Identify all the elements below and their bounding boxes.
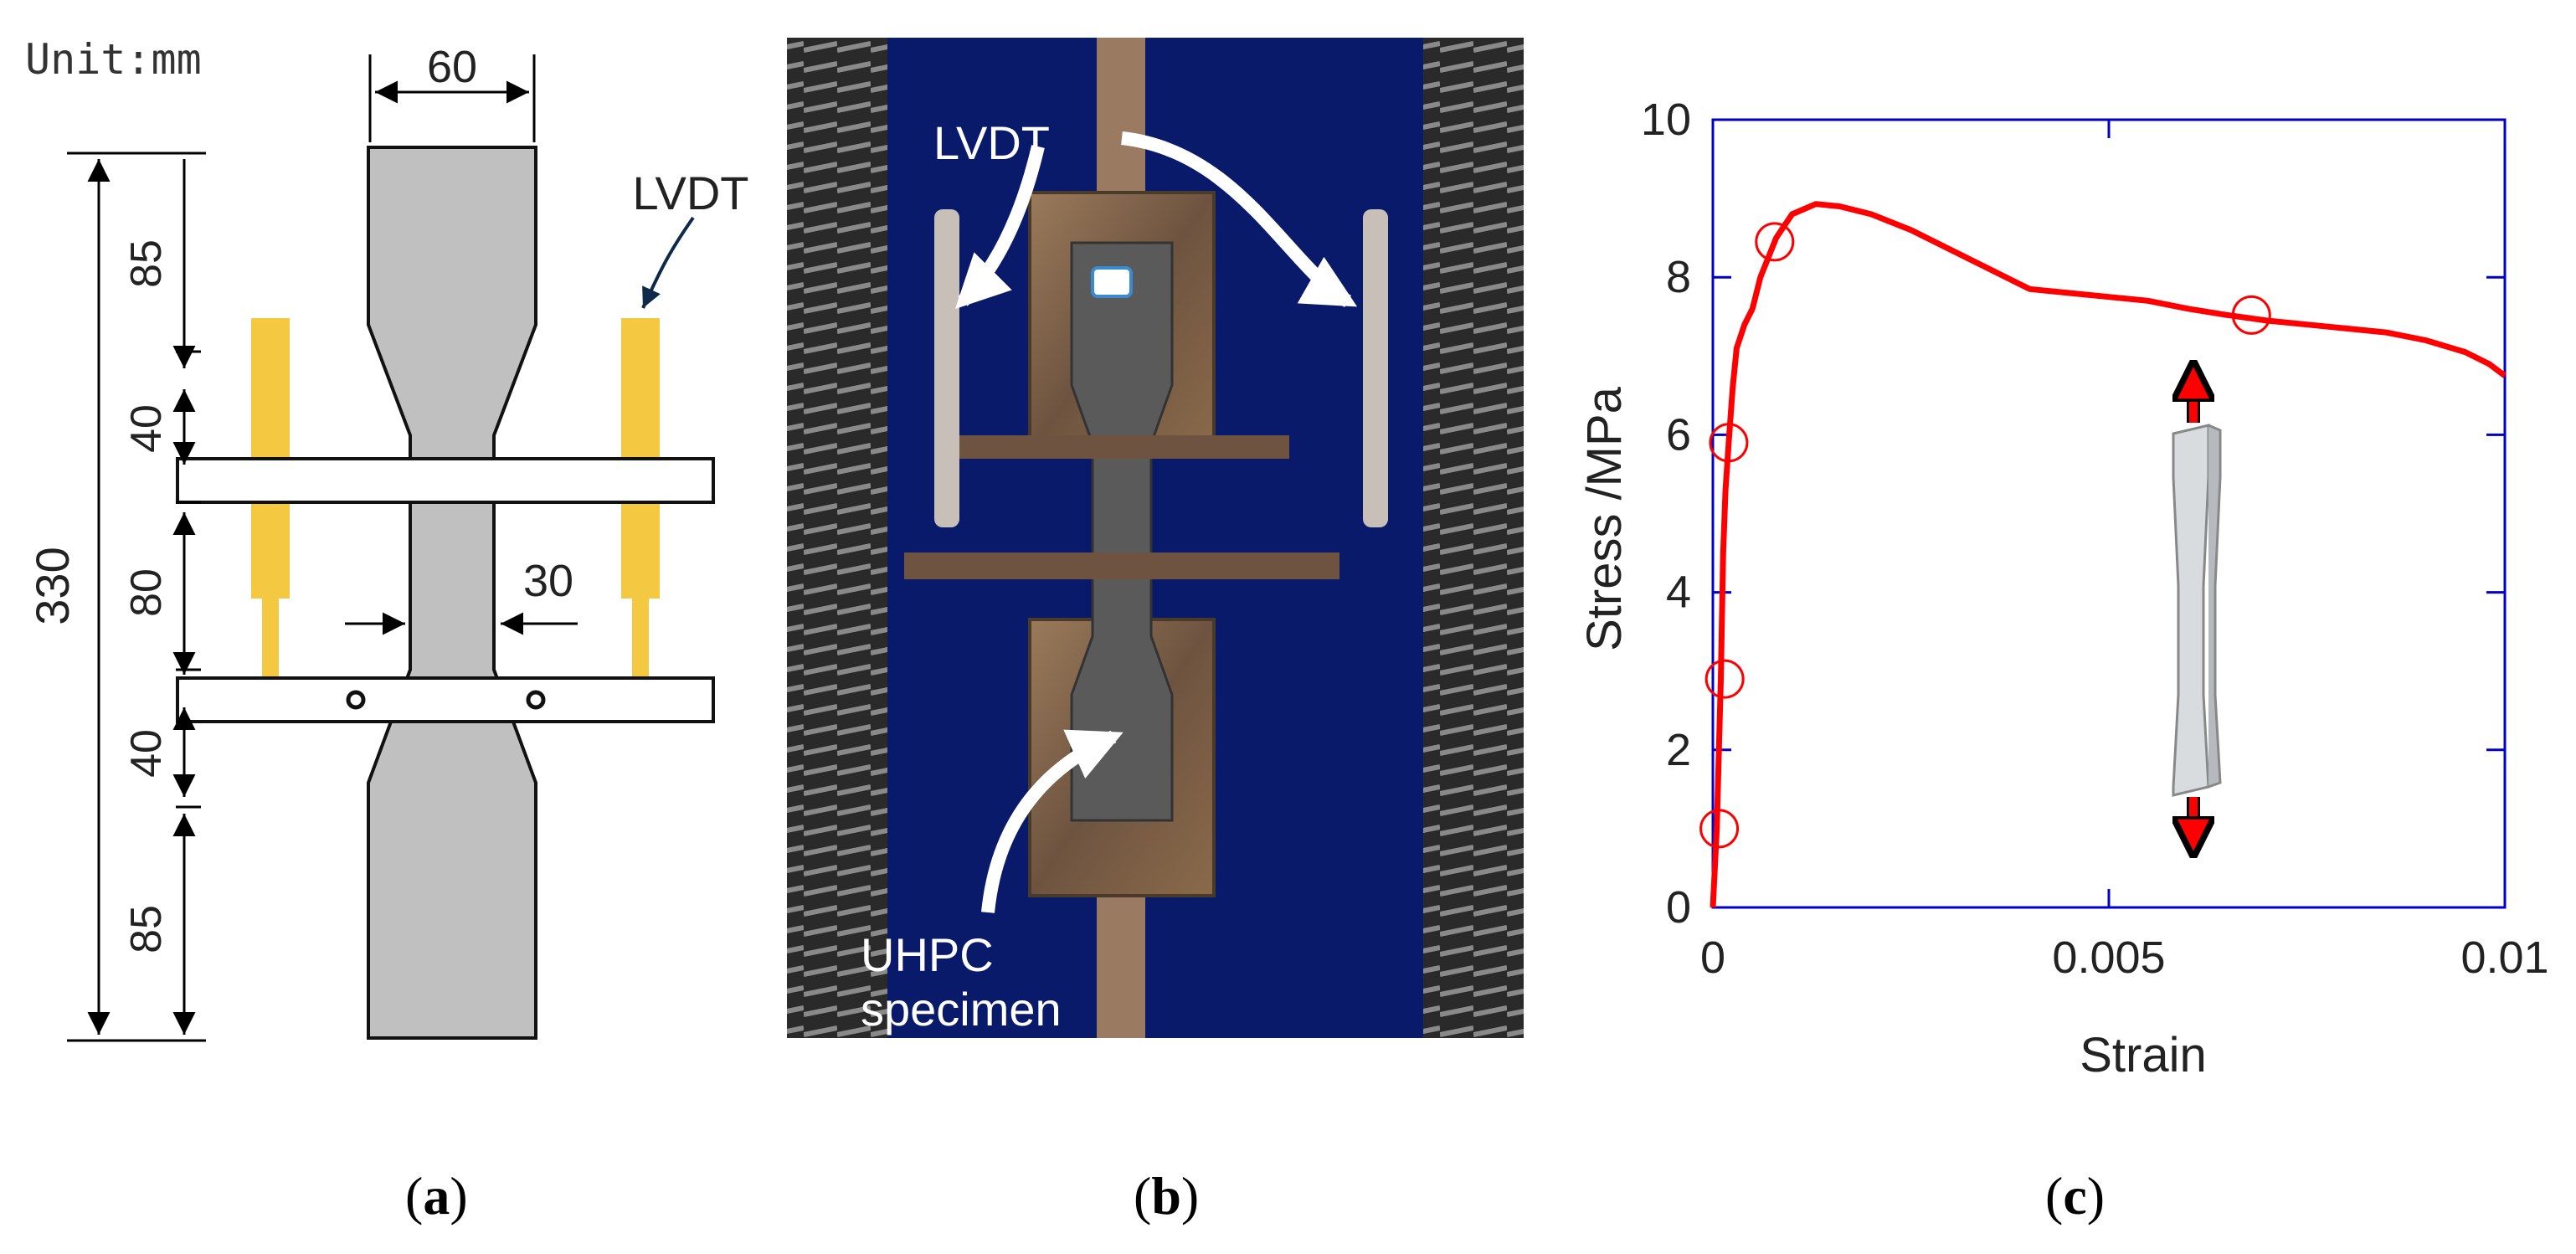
data-point-marker [1709, 423, 1749, 463]
caption-b: (b) [1134, 1166, 1200, 1226]
specimen-tag [1091, 266, 1133, 298]
caption-c: (c) [2045, 1166, 2106, 1226]
clamp-bar-upper-photo [954, 435, 1289, 459]
stress-strain-chart: 0 2 4 6 8 10 0 0.005 0.01 Strain Stress /MPa [1577, 95, 2549, 1082]
dogbone-specimen [367, 146, 537, 1040]
lvdt-arrow-left [954, 145, 1045, 310]
y-tick-label: 4 [1666, 568, 1691, 618]
clamp-bar-bottom [176, 676, 715, 723]
x-tick-label: 0.005 [2052, 933, 2165, 983]
dim-85-top-text: 85 [122, 239, 171, 288]
dim-330-text: 330 [26, 547, 79, 624]
x-tick-label: 0 [1700, 933, 1725, 983]
lvdt-label-b: LVDT [933, 116, 1050, 169]
lvdt-photo-right [1363, 209, 1388, 527]
lvdt-leader-arrow [641, 216, 695, 309]
unit-label: Unit:mm [25, 35, 202, 84]
specimen-arrow [981, 729, 1123, 913]
clamp-bar-lower-photo [904, 552, 1339, 579]
x-axis-label: Strain [2080, 1028, 2207, 1082]
lvdt-arrow-right [1121, 131, 1358, 307]
data-point-marker [1704, 659, 1745, 699]
panel-c-stress-strain-chart: 0 2 4 6 8 10 0 0.005 0.01 Strain Stress /MPa (c) [1557, 0, 2576, 1254]
lvdt-photo-left [934, 209, 959, 527]
clamp-bar-top [176, 457, 715, 504]
y-tick-label: 8 [1666, 252, 1691, 302]
rack-left [787, 38, 887, 1038]
y-tick-label: 0 [1666, 882, 1691, 933]
y-axis-label: Stress /MPa [1577, 386, 1632, 651]
lvdt-right-rod [632, 599, 649, 678]
specimen-inset-icon [2172, 381, 2222, 837]
dim-40-top-text: 40 [122, 404, 171, 453]
rack-right [1423, 38, 1524, 1038]
caption-a: (a) [405, 1166, 468, 1226]
dim-40-bottom-text: 40 [122, 729, 171, 778]
y-tick-label: 10 [1641, 95, 1691, 145]
dim-30-text: 30 [523, 556, 573, 606]
uhpc-label-line1: UHPC [861, 928, 994, 981]
uhpc-label-line2: specimen [861, 983, 1062, 1036]
lvdt-label-a: LVDT [633, 167, 749, 219]
y-tick-label: 2 [1666, 725, 1691, 775]
specimen-diagram: 60 30 LVDT 330 85 40 80 40 85 [26, 42, 749, 1042]
data-point-marker [1699, 809, 1740, 849]
data-point-marker [2231, 295, 2271, 335]
stress-strain-series-line [1710, 201, 2507, 908]
test-setup-photo: LVDT UHPC specimen [787, 38, 1524, 1038]
clamp-bolt-right [526, 690, 546, 710]
x-tick-label: 0.01 [2460, 933, 2548, 983]
plot-frame [1711, 118, 2507, 909]
clamp-bolt-left [346, 690, 366, 710]
panel-a-specimen-drawing: Unit:mm [0, 0, 753, 1254]
panel-b-test-photo: LVDT UHPC specimen (b) [770, 0, 1540, 1254]
dim-60-text: 60 [427, 42, 477, 92]
lvdt-left-rod [262, 599, 279, 678]
dim-85-bottom-text: 85 [122, 905, 171, 953]
data-point-marker [1755, 222, 1795, 262]
dim-80-text: 80 [122, 568, 171, 617]
y-tick-label: 6 [1666, 409, 1691, 460]
